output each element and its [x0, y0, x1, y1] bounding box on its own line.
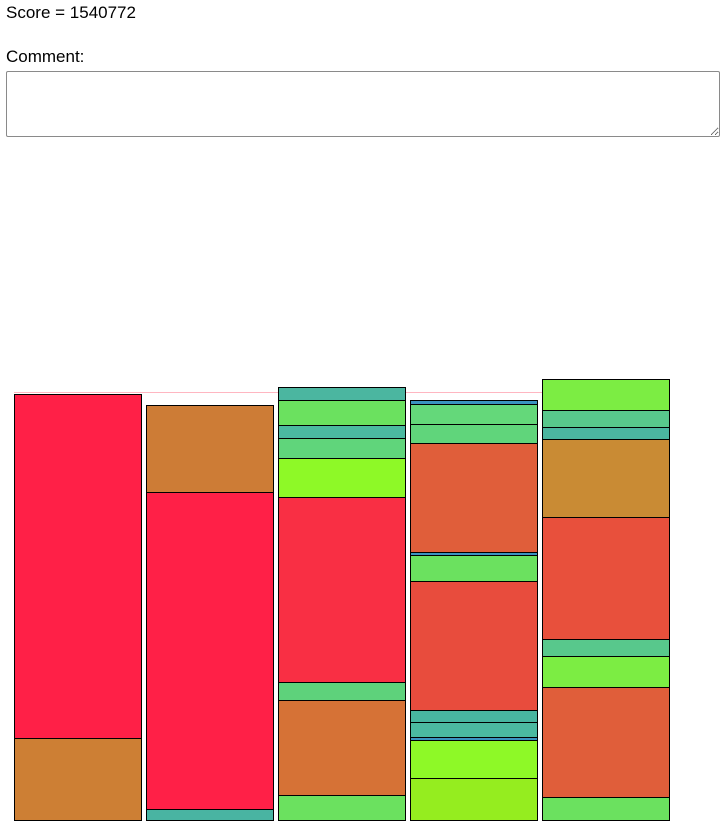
column-2	[146, 405, 274, 821]
column-3-block-3	[278, 425, 406, 439]
column-5-block-2	[542, 410, 670, 428]
column-3-block-6	[278, 497, 406, 683]
column-3-block-9	[278, 795, 406, 821]
score-readout: Score = 1540772	[6, 3, 136, 22]
column-4-block-2	[410, 404, 538, 425]
column-5-block-6	[542, 639, 670, 657]
column-4-block-7	[410, 581, 538, 711]
column-5-block-4	[542, 439, 670, 518]
column-2-block-2	[146, 492, 274, 810]
column-3-block-2	[278, 400, 406, 426]
column-1-block-2	[14, 738, 142, 821]
column-3	[278, 387, 406, 821]
column-3-block-1	[278, 387, 406, 401]
column-4	[410, 400, 538, 821]
column-1-block-1	[14, 394, 142, 739]
column-4-block-11	[410, 740, 538, 779]
column-4-block-9	[410, 722, 538, 738]
column-5-block-1	[542, 379, 670, 411]
column-3-block-7	[278, 682, 406, 701]
column-1	[14, 394, 142, 821]
column-4-block-3	[410, 424, 538, 444]
column-4-block-12	[410, 778, 538, 821]
comment-label: Comment:	[6, 47, 85, 66]
column-5-block-3	[542, 427, 670, 440]
column-5-block-5	[542, 517, 670, 640]
column-4-block-8	[410, 710, 538, 723]
column-5-block-9	[542, 797, 670, 821]
column-4-block-1	[410, 400, 538, 405]
column-5	[542, 379, 670, 821]
column-3-block-4	[278, 438, 406, 459]
column-2-block-1	[146, 405, 274, 493]
column-5-block-8	[542, 687, 670, 798]
column-5-block-7	[542, 656, 670, 688]
column-3-block-8	[278, 700, 406, 796]
column-4-block-6	[410, 555, 538, 582]
column-2-block-3	[146, 809, 274, 821]
column-3-block-5	[278, 458, 406, 498]
comment-input[interactable]	[6, 71, 720, 137]
column-4-block-4	[410, 443, 538, 553]
